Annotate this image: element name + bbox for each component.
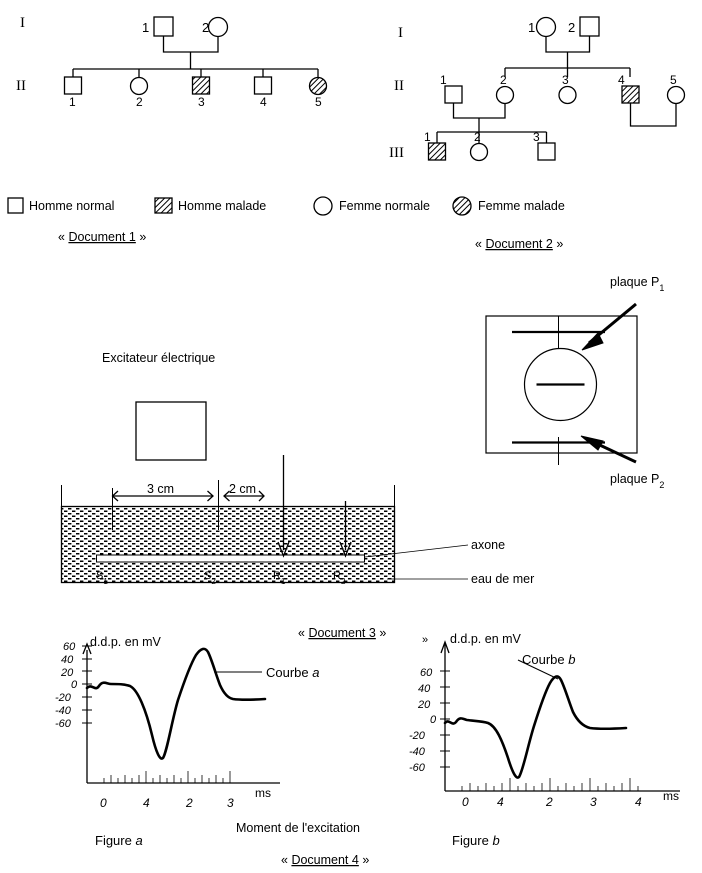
svg-text:« Document 2 »: « Document 2 » [475,237,563,251]
svg-text:ms: ms [255,786,271,800]
svg-text:III: III [389,145,404,161]
svg-text:Femme malade: Femme malade [478,199,565,213]
svg-text:« Document 3 »: « Document 3 » [298,626,386,640]
svg-text:5: 5 [315,95,322,109]
svg-text:4: 4 [635,795,642,809]
svg-text:Homme malade: Homme malade [178,199,266,213]
svg-text:60: 60 [63,641,76,653]
svg-text:d.d.p. en mV: d.d.p. en mV [450,632,522,646]
svg-text:2: 2 [136,95,143,109]
svg-text:2: 2 [568,20,575,35]
svg-text:I: I [20,15,25,31]
svg-text:plaque P2: plaque P2 [610,472,664,490]
svg-text:3: 3 [533,130,540,144]
svg-text:5: 5 [670,73,677,87]
svg-text:20: 20 [60,667,74,679]
svg-text:2: 2 [500,73,507,87]
svg-text:40: 40 [418,683,431,695]
svg-text:1: 1 [142,20,149,35]
svg-text:2: 2 [185,796,193,810]
svg-text:« Document 1 »: « Document 1 » [58,230,146,244]
svg-text:1: 1 [69,95,76,109]
svg-text:20: 20 [417,699,431,711]
svg-text:4: 4 [143,796,150,810]
svg-text:0: 0 [100,796,107,810]
svg-text:II: II [16,78,26,94]
svg-text:d.d.p. en mV: d.d.p. en mV [90,635,162,649]
svg-text:1: 1 [440,73,447,87]
svg-text:»: » [422,634,428,646]
svg-text:40: 40 [61,654,74,666]
svg-text:-40: -40 [409,746,426,758]
svg-text:eau de mer: eau de mer [471,572,534,586]
svg-text:axone: axone [471,538,505,552]
svg-text:Courbe a: Courbe a [266,665,319,680]
svg-text:2 cm: 2 cm [229,482,256,496]
svg-text:4: 4 [260,95,267,109]
svg-text:-60: -60 [409,762,426,774]
svg-text:-40: -40 [55,705,72,717]
svg-text:3: 3 [227,796,234,810]
svg-text:3: 3 [198,95,205,109]
svg-text:Moment de l'excitation: Moment de l'excitation [236,821,360,835]
svg-text:plaque P1: plaque P1 [610,275,664,293]
svg-text:60: 60 [420,667,433,679]
svg-text:1: 1 [528,20,535,35]
svg-text:Homme normal: Homme normal [29,199,114,213]
svg-text:I: I [398,25,403,41]
svg-text:0: 0 [430,714,437,726]
svg-text:Figure b: Figure b [452,833,500,848]
svg-text:2: 2 [474,130,481,144]
svg-text:4: 4 [618,73,625,87]
svg-text:3 cm: 3 cm [147,482,174,496]
svg-text:0: 0 [462,795,469,809]
svg-text:-20: -20 [55,692,72,704]
svg-text:ms: ms [663,789,679,803]
svg-text:« Document 4 »: « Document 4 » [281,853,369,867]
svg-text:Femme normale: Femme normale [339,199,430,213]
svg-text:-20: -20 [409,730,426,742]
svg-text:Excitateur électrique: Excitateur électrique [102,351,215,365]
svg-text:-60: -60 [55,718,72,730]
svg-text:0: 0 [71,679,78,691]
svg-text:3: 3 [562,73,569,87]
svg-text:Courbe b: Courbe b [522,652,575,667]
svg-text:1: 1 [424,130,431,144]
svg-text:II: II [394,78,404,94]
svg-text:4: 4 [497,795,504,809]
svg-text:2: 2 [545,795,553,809]
svg-text:3: 3 [590,795,597,809]
svg-text:Figure a: Figure a [95,833,143,848]
